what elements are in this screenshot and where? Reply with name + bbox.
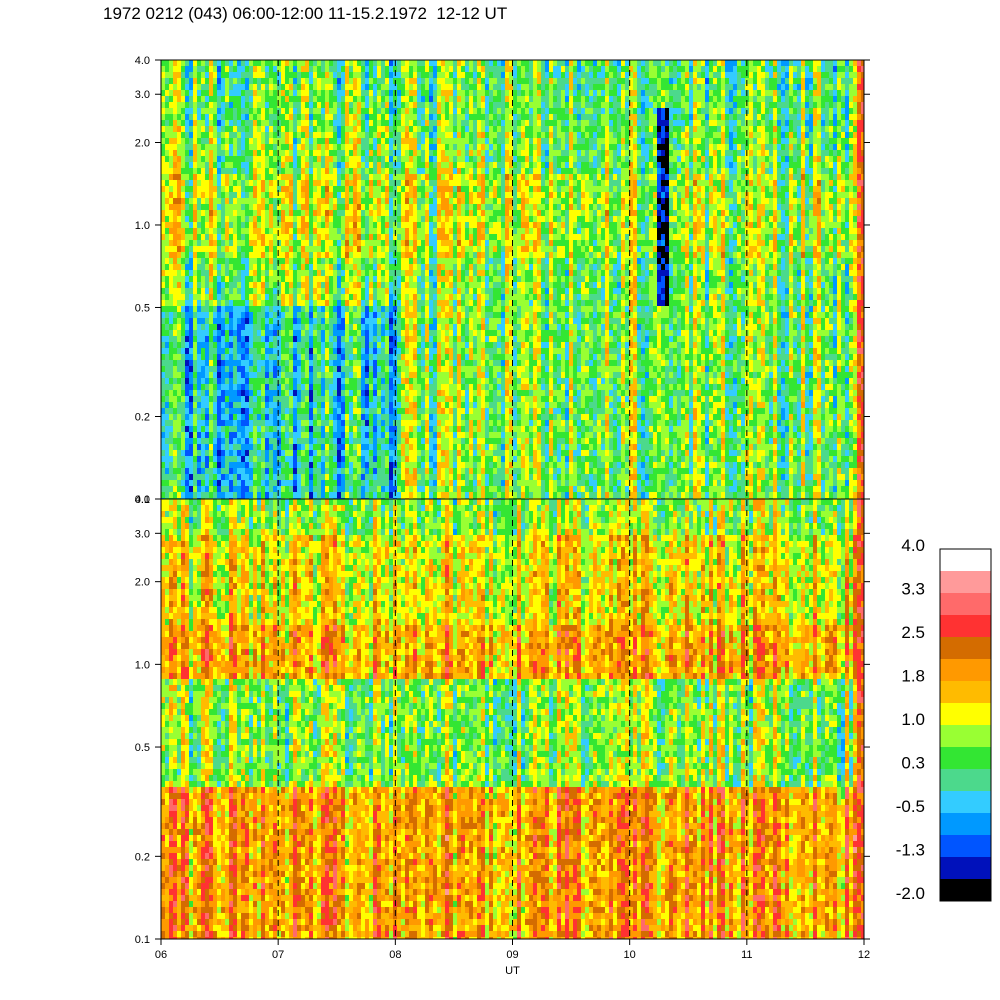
colorbar-label: -1.3 [896, 841, 925, 860]
y-tick-label: 0.1 [135, 934, 150, 946]
colorbar-swatch [940, 549, 991, 572]
axes [155, 59, 870, 945]
y-tick-label: 0.2 [135, 412, 150, 424]
colorbar-swatch [940, 857, 991, 880]
x-tick-label: 12 [858, 949, 870, 961]
colorbar-swatch [940, 571, 991, 594]
colorbar-label: 1.0 [901, 710, 925, 729]
colorbar-label: -0.5 [896, 797, 925, 816]
y-tick-label: 0.1 [135, 494, 150, 506]
y-tick-label: 0.2 [135, 851, 150, 863]
colorbar-swatch [940, 769, 991, 792]
x-tick-label: 11 [741, 949, 752, 961]
colorbar-label: -2.0 [896, 884, 925, 903]
colorbar-label: 1.8 [901, 667, 925, 686]
y-tick-label: 1.0 [135, 659, 150, 671]
colorbar-swatch [940, 791, 991, 814]
x-tick-label: 08 [389, 949, 401, 961]
y-tick-label: 3.0 [135, 89, 150, 101]
y-tick-label: 0.5 [135, 302, 150, 314]
y-tick-label: 4.0 [135, 55, 150, 67]
colorbar-swatch [940, 681, 991, 704]
colorbar-swatch [940, 813, 991, 836]
upper-panel [161, 60, 864, 499]
colorbar-swatch [940, 615, 991, 638]
colorbar-label: 2.5 [901, 623, 925, 642]
y-tick-label: 3.0 [135, 528, 150, 540]
y-tick-label: 2.0 [135, 137, 150, 149]
colorbar-swatch [940, 747, 991, 770]
colorbar: 4.0 3.3 2.5 1.8 1.0 0.3 -0.5 -1.3 -2.0 [896, 536, 992, 903]
x-tick-label: 10 [624, 949, 636, 961]
colorbar-swatch [940, 637, 991, 660]
colorbar-swatch [940, 703, 991, 726]
x-tick-label: 07 [272, 949, 284, 961]
y-tick-label: 1.0 [135, 220, 150, 232]
tick-labels: 0.10.20.51.02.03.04.00.10.20.51.02.03.04… [135, 55, 870, 977]
colorbar-swatch [940, 879, 991, 902]
colorbar-label: 3.3 [901, 580, 925, 599]
colorbar-label: 0.3 [901, 754, 925, 773]
lower-panel [161, 499, 864, 939]
colorbar-swatch [940, 725, 991, 748]
page-title: 1972 0212 (043) 06:00-12:00 11-15.2.1972… [103, 4, 507, 24]
x-tick-label: 06 [155, 949, 167, 961]
colorbar-swatch [940, 659, 991, 682]
colorbar-swatch [940, 593, 991, 616]
hour-divider-lines [277, 60, 748, 939]
colorbar-swatch [940, 835, 991, 858]
y-tick-label: 2.0 [135, 577, 150, 589]
y-tick-label: 0.5 [135, 742, 150, 754]
colorbar-label: 4.0 [901, 536, 925, 555]
x-tick-label: 09 [506, 949, 518, 961]
y-tick-label: 4.0 [135, 494, 150, 506]
x-axis-label: UT [505, 965, 520, 977]
